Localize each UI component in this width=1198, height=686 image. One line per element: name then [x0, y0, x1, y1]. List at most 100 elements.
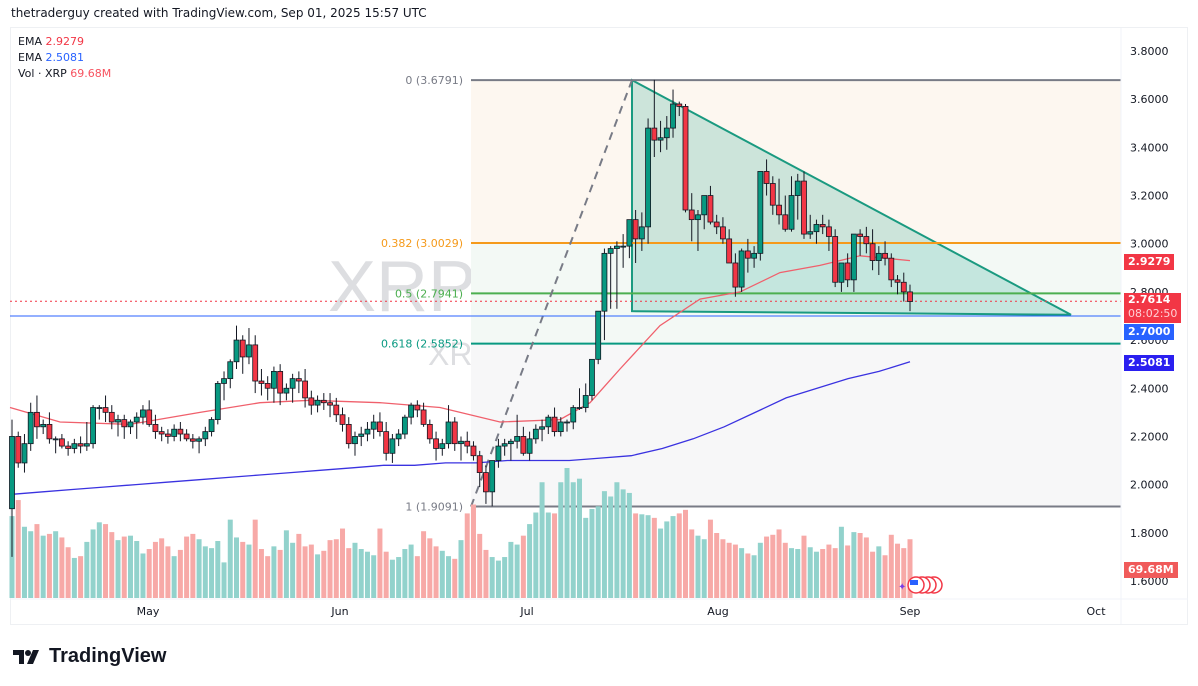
- candle[interactable]: [71, 438, 78, 454]
- candle[interactable]: [40, 419, 47, 435]
- us-economic-events-icon[interactable]: ✦: [898, 576, 943, 594]
- candle[interactable]: [233, 325, 240, 369]
- candle[interactable]: [308, 390, 315, 415]
- candle[interactable]: [314, 395, 321, 413]
- candle[interactable]: [152, 414, 159, 439]
- candle[interactable]: [96, 405, 103, 420]
- candle[interactable]: [483, 465, 489, 504]
- candle[interactable]: [258, 368, 265, 396]
- candle[interactable]: [320, 393, 327, 410]
- candle[interactable]: [695, 209, 701, 251]
- candle[interactable]: [514, 414, 521, 449]
- candle[interactable]: [545, 414, 552, 435]
- candle[interactable]: [589, 358, 595, 401]
- candle[interactable]: [801, 171, 807, 239]
- candle[interactable]: [451, 417, 458, 451]
- candle[interactable]: [121, 414, 128, 439]
- candle[interactable]: [707, 185, 714, 225]
- candle[interactable]: [532, 424, 539, 444]
- candle[interactable]: [776, 178, 782, 225]
- candle[interactable]: [264, 376, 271, 401]
- candle[interactable]: [720, 217, 726, 244]
- candle[interactable]: [333, 397, 340, 422]
- candle[interactable]: [888, 253, 895, 288]
- legend-volume[interactable]: Vol · XRP 69.68M: [18, 67, 112, 80]
- candle[interactable]: [34, 395, 40, 439]
- candle[interactable]: [183, 429, 190, 442]
- candle[interactable]: [507, 438, 514, 461]
- candle[interactable]: [688, 193, 695, 242]
- candle[interactable]: [370, 414, 377, 439]
- candle[interactable]: [202, 426, 209, 447]
- candle[interactable]: [27, 402, 34, 451]
- candle[interactable]: [670, 89, 676, 138]
- candle[interactable]: [907, 284, 913, 312]
- candle[interactable]: [21, 434, 28, 473]
- candle[interactable]: [539, 419, 545, 442]
- candle[interactable]: [46, 412, 53, 444]
- candle[interactable]: [15, 431, 22, 468]
- candle[interactable]: [90, 405, 96, 449]
- candle[interactable]: [651, 79, 658, 157]
- candle[interactable]: [327, 393, 333, 418]
- candle[interactable]: [127, 419, 134, 435]
- candle[interactable]: [570, 405, 577, 430]
- candle[interactable]: [65, 441, 72, 456]
- candle[interactable]: [757, 171, 764, 261]
- candle[interactable]: [140, 405, 146, 425]
- candle[interactable]: [595, 310, 602, 365]
- candle[interactable]: [352, 431, 358, 456]
- candle[interactable]: [476, 450, 483, 488]
- candle[interactable]: [676, 101, 683, 117]
- candle[interactable]: [171, 424, 178, 442]
- candle[interactable]: [414, 400, 421, 418]
- candle[interactable]: [869, 229, 876, 271]
- candle[interactable]: [763, 159, 770, 196]
- candle[interactable]: [663, 116, 670, 150]
- candle[interactable]: [295, 371, 302, 394]
- candle[interactable]: [838, 262, 845, 292]
- candle[interactable]: [227, 359, 234, 389]
- candle[interactable]: [214, 381, 221, 425]
- candle[interactable]: [420, 402, 427, 427]
- candle[interactable]: [744, 238, 751, 273]
- candle[interactable]: [882, 241, 888, 266]
- candle[interactable]: [875, 246, 882, 276]
- fib-trendline[interactable]: [470, 79, 633, 507]
- candle[interactable]: [177, 421, 184, 442]
- tradingview-logo[interactable]: TradingView: [13, 645, 166, 668]
- candle[interactable]: [713, 214, 720, 235]
- candle[interactable]: [302, 368, 308, 408]
- candle[interactable]: [769, 176, 776, 215]
- candle[interactable]: [520, 426, 527, 456]
- candle[interactable]: [158, 426, 165, 442]
- candle[interactable]: [501, 438, 508, 456]
- candle[interactable]: [819, 214, 826, 235]
- candle[interactable]: [358, 426, 365, 447]
- legend-ema50[interactable]: EMA 2.9279: [18, 35, 84, 48]
- candle[interactable]: [726, 229, 733, 264]
- candle[interactable]: [389, 434, 396, 463]
- candle[interactable]: [564, 419, 570, 432]
- candle[interactable]: [252, 335, 259, 394]
- candle[interactable]: [807, 214, 814, 239]
- candle[interactable]: [52, 436, 59, 454]
- candle[interactable]: [208, 417, 215, 437]
- candle[interactable]: [782, 195, 789, 232]
- candle[interactable]: [196, 436, 202, 454]
- candle[interactable]: [277, 364, 284, 406]
- candle[interactable]: [863, 226, 870, 254]
- candle[interactable]: [495, 438, 502, 468]
- candle[interactable]: [857, 229, 864, 256]
- candle[interactable]: [439, 438, 446, 456]
- candle[interactable]: [576, 388, 583, 410]
- candle[interactable]: [788, 176, 795, 232]
- candle[interactable]: [701, 195, 708, 230]
- candle[interactable]: [9, 419, 15, 557]
- candle[interactable]: [115, 414, 121, 437]
- candle[interactable]: [464, 431, 471, 454]
- candle[interactable]: [345, 417, 352, 449]
- candle[interactable]: [751, 246, 757, 268]
- candle[interactable]: [401, 414, 408, 439]
- candle[interactable]: [894, 275, 901, 295]
